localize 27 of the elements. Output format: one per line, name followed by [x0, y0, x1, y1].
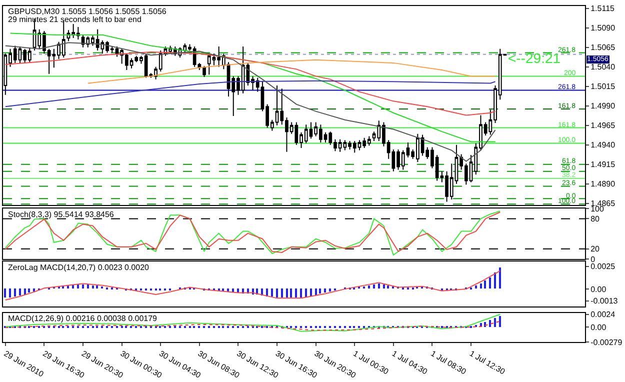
y-tick-label: 1.5040 — [590, 62, 616, 72]
chart-title: ZeroLag MACD(14,20,7) 0.0023 0.0020 — [8, 263, 150, 272]
y-tick-label: 0.0025 — [590, 262, 616, 272]
y-tick-label: 1.5115 — [590, 4, 616, 14]
y-tick-label: 1.4965 — [590, 121, 616, 130]
chart-title: GBPUSD,M30 1.5055 1.5056 1.5055 1.5056 — [8, 7, 167, 16]
chart-title: Stoch(8,3,3) 95.5414 93.8456 — [8, 210, 114, 219]
x-tick-label: 1 Jul 08:30 — [429, 349, 468, 377]
y-tick-label: 0.00 — [590, 284, 607, 294]
y-tick-label: 1.5015 — [590, 82, 616, 92]
x-tick-label: 1 Jul 12:30 — [468, 349, 507, 377]
y-tick-label: 1.4890 — [590, 180, 616, 189]
y-tick-label: 1.5065 — [590, 43, 616, 52]
text: 29 minutes 21 seconds left to bar end — [8, 15, 142, 24]
y-tick-label: 0.00 — [590, 322, 607, 332]
y-tick-label: 0 — [590, 254, 596, 264]
y-tick-label: 0.0024 — [590, 310, 616, 320]
y-tick-label: 1.4940 — [590, 140, 616, 150]
chart-title: MACD(12,26,9) 0.00216 0.00038 0.00179 — [8, 314, 158, 323]
y-tick-label: 1.4915 — [590, 160, 616, 170]
y-tick-label: 1.5090 — [590, 24, 616, 33]
y-tick-label: 1.4990 — [590, 102, 616, 111]
y-tick-label: 20 — [590, 244, 600, 254]
y-tick-label: -0.00279 — [590, 338, 623, 347]
y-tick-label: 80 — [590, 214, 600, 224]
y-tick-label: -0.0013 — [590, 296, 618, 306]
x-tick-label: 1 Jul 04:30 — [390, 349, 430, 377]
